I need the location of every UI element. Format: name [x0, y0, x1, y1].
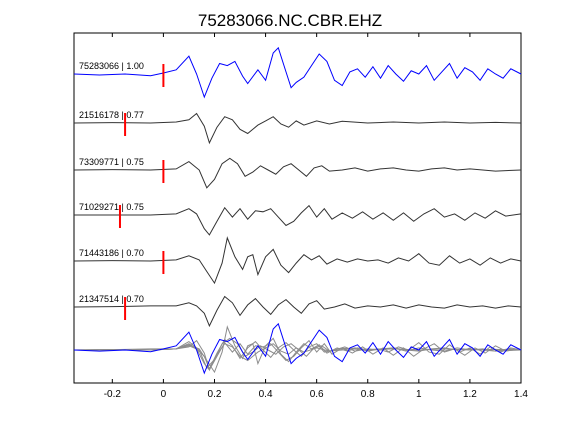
trace-line-1	[73, 46, 522, 99]
stacked-overlay	[73, 322, 522, 375]
trace-line-2	[73, 112, 522, 145]
overlay-reference-trace	[73, 322, 522, 375]
x-tick-label: 1	[416, 389, 422, 400]
x-axis: -0.2 0 0.2 0.4 0.6 0.8 1 1.2 1.4	[104, 33, 528, 400]
overlay-trace-5	[73, 325, 522, 374]
x-tick-label: 0	[161, 389, 167, 400]
overlay-trace-2	[73, 339, 522, 372]
trace-label-3: 73309771 | 0.75	[79, 157, 144, 167]
trace-line-3	[73, 157, 522, 189]
x-tick-label: 0.4	[259, 389, 273, 400]
x-tick-label: 0.2	[208, 389, 222, 400]
trace-label-1: 75283066 | 1.00	[79, 61, 144, 71]
trace-line-4	[74, 204, 522, 236]
trace-label-5: 71443186 | 0.70	[79, 248, 144, 258]
trace-line-5	[73, 236, 522, 285]
trace-labels: 75283066 | 1.00 21516178 | 0.77 73309771 |…	[79, 61, 144, 304]
overlay-trace-4	[74, 339, 522, 371]
trace-label-2: 21516178 | 0.77	[79, 110, 144, 120]
plot-frame	[73, 32, 522, 384]
trace-label-4: 71029271 | 0.75	[79, 202, 144, 212]
x-tick-label: 0.6	[310, 389, 324, 400]
pick-markers	[118, 64, 165, 320]
chart-title: 75283066.NC.CBR.EHZ	[198, 11, 382, 30]
overlay-trace-6	[73, 338, 522, 371]
x-tick-label: 0.8	[361, 389, 375, 400]
traces-layer	[73, 46, 522, 328]
x-tick-label: 1.4	[514, 389, 528, 400]
x-tick-label: 1.2	[463, 389, 477, 400]
x-tick-label: -0.2	[104, 389, 122, 400]
trace-label-6: 21347514 | 0.70	[79, 294, 144, 304]
trace-line-6	[73, 295, 522, 328]
